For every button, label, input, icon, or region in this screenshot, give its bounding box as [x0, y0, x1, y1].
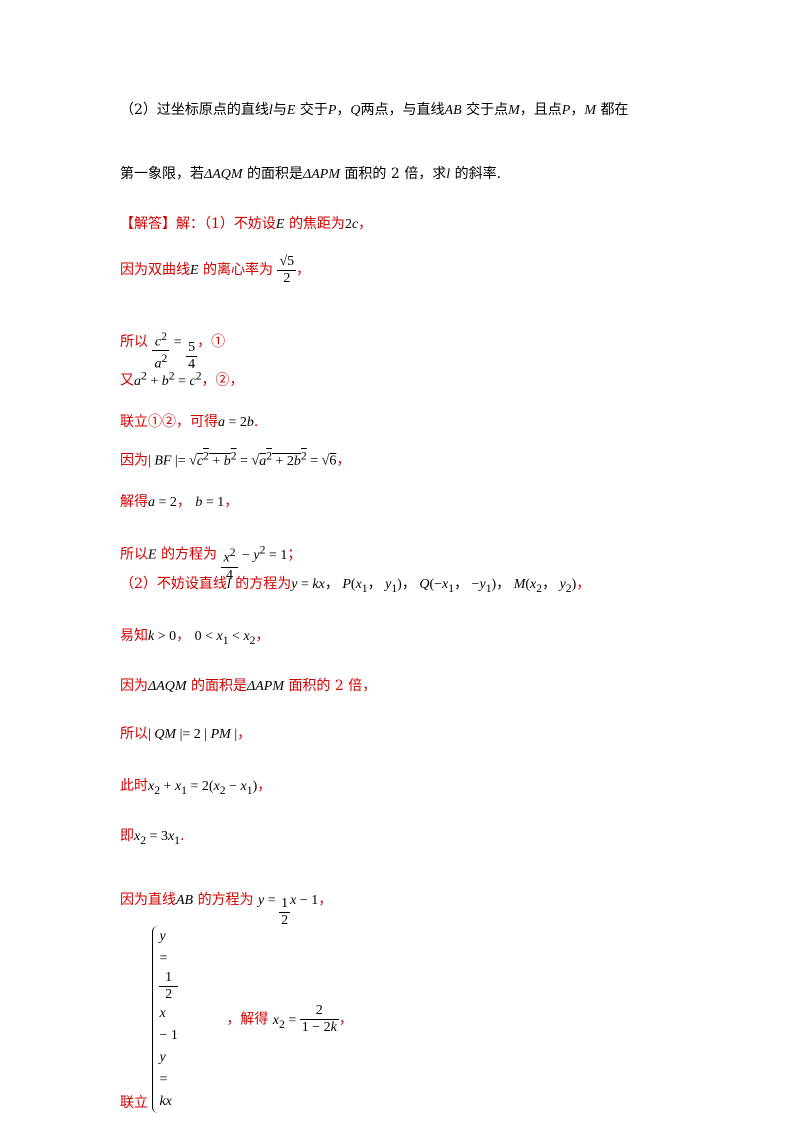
text: 解得	[120, 494, 148, 510]
text: 解：（1）不妨设	[176, 216, 276, 232]
answer-line-7: 解得a = 2， b = 1，	[120, 494, 239, 510]
text: 即	[120, 828, 134, 844]
text: 的方程为	[197, 892, 254, 908]
text: 第一象限，若	[120, 166, 204, 182]
text: 面积的 2 倍，求	[344, 166, 447, 182]
text: ，	[224, 494, 239, 510]
text: 的焦距为	[288, 216, 345, 232]
answer-label: 【解答】	[120, 216, 176, 232]
text: .	[180, 828, 185, 844]
answer-line-13: 此时x2 + x1 = 2(x2 − x1)，	[120, 778, 272, 797]
text: 因为	[120, 452, 148, 469]
text: ，	[338, 1011, 353, 1028]
text: 都在	[600, 102, 629, 118]
text: 因为	[120, 678, 148, 694]
text: 的面积是	[191, 678, 247, 694]
text: 的方程为	[161, 546, 218, 563]
text: ，	[576, 576, 591, 592]
text: ，	[358, 216, 373, 232]
text: 所以	[120, 726, 148, 742]
text: 又	[120, 372, 134, 389]
text: ，解得	[226, 1011, 269, 1028]
text: ，	[318, 892, 333, 908]
answer-line-14: 即x2 = 3x1.	[120, 828, 185, 847]
text: ，且点	[519, 102, 562, 118]
text: 的面积是	[247, 166, 303, 182]
text: ，	[176, 494, 191, 510]
text: 与	[272, 102, 287, 118]
text: 的斜率.	[454, 166, 502, 182]
text: 面积的 2 倍，	[288, 678, 377, 694]
text: 易知	[120, 628, 148, 644]
fraction-x2-4: x2 4	[221, 546, 238, 583]
text: 联立	[120, 1095, 148, 1111]
text: （2）过坐标原点的直线	[120, 102, 269, 118]
text: ，	[336, 452, 351, 469]
text: .	[253, 414, 259, 430]
text: ，	[570, 102, 585, 118]
fraction-c2-a2: c2 a2	[152, 329, 170, 372]
answer-line-5: 联立①②，可得a = 2b.	[120, 414, 259, 430]
answer-line-2: 因为双曲线E 的离心率为 √5 2，	[120, 253, 311, 286]
text: 两点，与直线	[360, 102, 445, 118]
text: 因为双曲线	[120, 262, 190, 278]
answer-line-3: 所以 c2 a2 = 5 4 ，①	[120, 329, 226, 372]
answer-line-4: 又a2 + b2 = c2，②，	[120, 369, 244, 389]
text: 所以	[120, 334, 148, 350]
answer-line-8: 所以E 的方程为 x2 4 − y2 = 1；	[120, 543, 302, 583]
answer-line-10: 易知k > 0， 0 < x1 < x2，	[120, 628, 270, 647]
text: 交于	[299, 102, 328, 118]
text: ，②，	[201, 372, 244, 389]
text: 此时	[120, 778, 148, 794]
answer-line-12: 所以| QM |= 2 | PM |，	[120, 726, 252, 742]
text: ，	[296, 262, 311, 278]
text: （2）不妨设直线	[120, 576, 227, 592]
text: 的方程为	[235, 576, 292, 592]
text: 联立①②，可得	[120, 414, 218, 430]
question-2-line-2: 第一象限，若ΔAQM 的面积是ΔAPM 面积的 2 倍，求l 的斜率.	[120, 166, 502, 182]
answer-line-9: （2）不妨设直线l 的方程为y = kx， P(x1， y1)， Q(−x1， …	[120, 576, 591, 595]
text: 交于点	[466, 102, 509, 118]
text: 因为直线	[120, 892, 176, 908]
answer-line-1: 【解答】解：（1）不妨设E 的焦距为2c，	[120, 216, 373, 232]
text: ，	[255, 628, 270, 644]
question-2-line-1: （2）过坐标原点的直线l与E 交于P，Q两点，与直线AB 交于点M，且点P，M …	[120, 102, 629, 118]
text: ；	[287, 546, 302, 563]
text: ，	[237, 726, 252, 742]
text: ，	[336, 102, 351, 118]
text: 的离心率为	[203, 262, 274, 278]
text: ，①	[197, 334, 226, 350]
text: 所以	[120, 546, 148, 563]
fraction-sqrt5-over-2: √5 2	[277, 253, 297, 286]
text: ，	[176, 628, 191, 644]
answer-line-6: 因为| BF |= √c2 + b2 = √a2 + 2b2 = √6，	[120, 449, 351, 469]
answer-line-11: 因为ΔAQM 的面积是ΔAPM 面积的 2 倍，	[120, 678, 377, 694]
text: ，	[257, 778, 272, 794]
